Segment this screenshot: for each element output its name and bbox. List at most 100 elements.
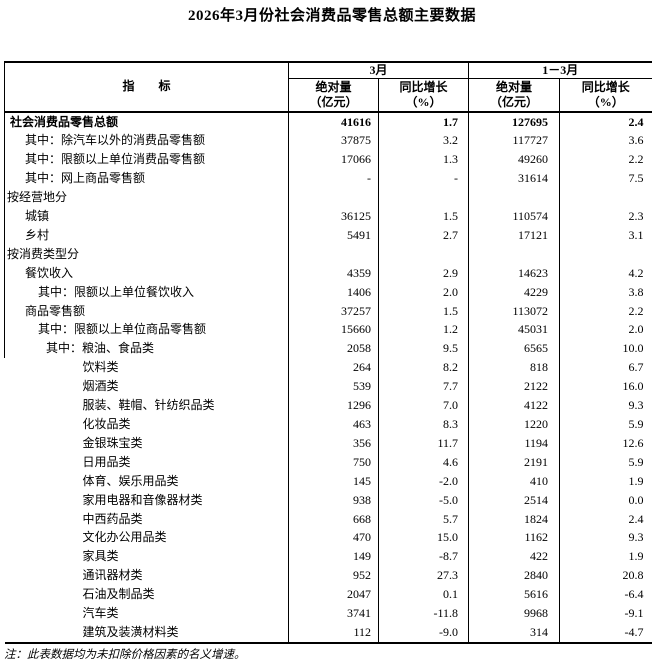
- value-cell: -8.7: [377, 547, 469, 567]
- table-row: 商品零售额 37257 1.5 113072 2.2: [4, 301, 652, 321]
- indicator-cell: 乡村: [4, 225, 289, 245]
- value-cell: 818: [468, 358, 560, 378]
- table-row: 家具类 149 -8.7 422 1.9: [5, 547, 652, 567]
- value-cell: [468, 188, 560, 208]
- indicator-cell: 烟酒类: [82, 379, 119, 394]
- table-row: 按消费类型分: [4, 244, 652, 264]
- indicator-cell: 商品零售额: [4, 301, 289, 321]
- value-cell: 17121: [468, 225, 560, 245]
- value-cell: -9.0: [377, 622, 469, 643]
- indicator-cell: 其中：限额以上单位商品零售额: [4, 320, 289, 340]
- table-row: 按经营地分: [4, 188, 652, 208]
- value-cell: 149: [288, 547, 379, 567]
- value-cell: 45031: [468, 320, 560, 340]
- value-cell: 952: [288, 566, 379, 586]
- value-cell: 127695: [468, 111, 560, 132]
- value-cell: [559, 188, 652, 208]
- value-cell: 1.2: [377, 320, 469, 340]
- value-cell: 16.0: [559, 377, 652, 397]
- value-cell: 5.9: [559, 415, 652, 434]
- value-cell: 539: [288, 377, 379, 397]
- table-row: 建筑及装潢材料类 112 -9.0 314 -4.7: [5, 622, 652, 643]
- value-cell: [377, 188, 469, 208]
- value-cell: 356: [288, 433, 379, 453]
- value-cell: 10.0: [559, 339, 652, 359]
- value-cell: 1824: [468, 509, 560, 529]
- col-header-indicator: 指 标: [4, 62, 289, 112]
- value-cell: 410: [468, 471, 560, 491]
- indicator-cell: 金银珠宝类: [82, 435, 143, 450]
- value-cell: 3.1: [559, 225, 652, 245]
- table-row: 金银珠宝类 356 11.7 1194 12.6: [5, 433, 652, 453]
- col-header-jan-mar-absolute: 绝对量 （亿元）: [468, 78, 560, 112]
- table-row: 汽车类 3741 -11.8 9968 -9.1: [5, 604, 652, 623]
- table-row: 烟酒类 539 7.7 2122 16.0: [5, 377, 652, 397]
- col-header-line: 绝对量: [496, 79, 533, 94]
- value-cell: 1.7: [377, 111, 469, 132]
- table-row: 体育、娱乐用品类 145 -2.0 410 1.9: [5, 471, 652, 491]
- retail-sales-table: 指 标 3月 1－3月 绝对量 （亿元） 同比增长 （%） 绝对量 （亿元）: [4, 61, 652, 644]
- value-cell: -5.0: [377, 490, 469, 510]
- col-header-march-absolute: 绝对量 （亿元）: [288, 78, 379, 112]
- table-row: 中西药品类 668 5.7 1824 2.4: [5, 509, 652, 529]
- table-row: 日用品类 750 4.6 2191 5.9: [5, 452, 652, 472]
- value-cell: 113072: [468, 301, 560, 321]
- col-header-march-yoy-growth: 同比增长 （%）: [377, 78, 469, 112]
- table-row: 饮料类 264 8.2 818 6.7: [5, 358, 652, 378]
- value-cell: 3741: [288, 604, 379, 623]
- col-header-jan-mar-yoy-growth: 同比增长 （%）: [559, 78, 652, 112]
- indicator-cell: 按经营地分: [4, 188, 289, 208]
- indicator-cell: 中西药品类: [82, 511, 143, 526]
- col-header-line: （%）: [405, 94, 442, 109]
- indicator-cell: 其中：粮油、食品类: [4, 339, 289, 359]
- indicator-cell: 石油及制品类: [82, 587, 155, 602]
- indicator-cell: 其中：限额以上单位消费品零售额: [4, 150, 289, 170]
- value-cell: 2.9: [377, 263, 469, 283]
- indicator-cell: 服装、鞋帽、针纺织品类: [82, 398, 215, 413]
- value-cell: 4122: [468, 396, 560, 415]
- value-cell: 49260: [468, 150, 560, 170]
- value-cell: 1.5: [377, 301, 469, 321]
- value-cell: 4229: [468, 282, 560, 302]
- value-cell: 37875: [288, 131, 379, 151]
- col-group-jan-to-march: 1－3月: [468, 62, 652, 79]
- col-header-line: 绝对量: [315, 79, 352, 94]
- table-body: 社会消费品零售总额 41616 1.7 127695 2.4 其中：除汽车以外的消费品零售…: [4, 111, 652, 643]
- table-row: 家用电器和音像器材类 938 -5.0 2514 0.0: [5, 490, 652, 510]
- value-cell: -6.4: [559, 585, 652, 605]
- indicator-cell: 其中：除汽车以外的消费品零售额: [4, 131, 289, 151]
- page-title: 2026年3月份社会消费品零售总额主要数据: [187, 8, 476, 24]
- value-cell: 463: [288, 415, 379, 434]
- indicator-cell: 日用品类: [82, 454, 131, 469]
- value-cell: 470: [288, 528, 379, 548]
- value-cell: -: [288, 169, 379, 189]
- indicator-cell: 社会消费品零售总额: [4, 111, 289, 132]
- table-row: 服装、鞋帽、针纺织品类 1296 7.0 4122 9.3: [5, 396, 652, 415]
- indicator-cell: 化妆品类: [82, 417, 131, 431]
- value-cell: 2.4: [559, 111, 652, 132]
- value-cell: 31614: [468, 169, 560, 189]
- table-row: 其中：限额以上单位消费品零售额 17066 1.3 49260 2.2: [4, 150, 652, 170]
- col-header-line: 同比增长: [581, 79, 630, 94]
- value-cell: 20.8: [559, 566, 652, 586]
- value-cell: 3.2: [377, 131, 469, 151]
- indicator-cell: 餐饮收入: [4, 263, 289, 283]
- indicator-cell: 建筑及装潢材料类: [82, 624, 179, 639]
- value-cell: -11.8: [377, 604, 469, 623]
- value-cell: 41616: [288, 111, 379, 132]
- value-cell: 110574: [468, 207, 560, 226]
- value-cell: 1194: [468, 433, 560, 453]
- value-cell: 938: [288, 490, 379, 510]
- footnote: 注：此表数据均为未扣除价格因素的名义增速。: [4, 648, 246, 661]
- value-cell: 2.0: [377, 282, 469, 302]
- value-cell: 12.6: [559, 433, 652, 453]
- value-cell: 3.8: [559, 282, 652, 302]
- indicator-cell: 家用电器和音像器材类: [82, 492, 203, 507]
- value-cell: 6565: [468, 339, 560, 359]
- value-cell: 7.5: [559, 169, 652, 189]
- value-cell: 4.6: [377, 452, 469, 472]
- value-cell: 27.3: [377, 566, 469, 586]
- value-cell: 5616: [468, 585, 560, 605]
- value-cell: 1162: [468, 528, 560, 548]
